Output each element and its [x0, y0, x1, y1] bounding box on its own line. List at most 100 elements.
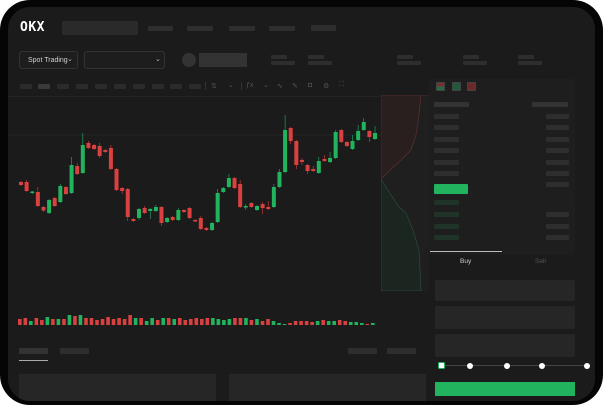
- candle-type-icon[interactable]: ⇅: [211, 83, 217, 90]
- volume-bar: [166, 318, 171, 325]
- timeframe-button[interactable]: [114, 84, 126, 89]
- timeframe-button[interactable]: [133, 84, 145, 89]
- candle-body: [97, 146, 102, 156]
- orderbook-asks-view-button[interactable]: [467, 82, 476, 91]
- search-bar-placeholder[interactable]: [62, 21, 138, 35]
- candle-body: [226, 178, 231, 187]
- candle: [339, 129, 344, 143]
- candle-body: [344, 142, 349, 146]
- tab-sell[interactable]: Sell: [535, 258, 546, 265]
- chevron-down-icon[interactable]: ⌄: [228, 82, 234, 89]
- volume-bar: [288, 323, 292, 325]
- timeframe-button[interactable]: [189, 84, 201, 89]
- total-input[interactable]: [435, 334, 575, 357]
- nav-item[interactable]: [311, 25, 336, 31]
- ask-price: [434, 137, 459, 142]
- nav-item[interactable]: [148, 26, 173, 31]
- candle-body: [142, 208, 147, 213]
- tab-buy[interactable]: Buy: [460, 258, 472, 265]
- candle: [328, 152, 333, 163]
- trade-tab-underline: [430, 251, 502, 252]
- nav-item[interactable]: [229, 26, 255, 31]
- candle-body: [103, 150, 108, 152]
- candle: [80, 133, 85, 174]
- candle-body: [305, 165, 310, 171]
- volume-bar: [359, 323, 364, 325]
- ask-amount: [546, 148, 569, 153]
- candle: [367, 130, 372, 142]
- candle: [294, 140, 299, 169]
- candle: [322, 155, 327, 162]
- candle-body: [215, 193, 220, 222]
- chevron-down-icon[interactable]: ⌄: [263, 82, 269, 89]
- slider-stop-25[interactable]: [467, 362, 473, 369]
- volume-bar: [133, 318, 138, 325]
- slider-stop-100[interactable]: [584, 362, 590, 369]
- slider-stop-50[interactable]: [504, 362, 510, 369]
- filter-button[interactable]: [348, 348, 377, 354]
- tab-open-orders[interactable]: [19, 348, 48, 354]
- slider-stop-75[interactable]: [539, 362, 545, 369]
- volume-bar: [200, 319, 204, 325]
- candle: [204, 227, 209, 231]
- pair-selector-dropdown[interactable]: ⌄: [84, 51, 165, 69]
- okx-logo[interactable]: OKX: [20, 20, 45, 35]
- nav-item[interactable]: [269, 26, 295, 31]
- timeframe-button[interactable]: [170, 84, 182, 89]
- volume-bar: [111, 319, 116, 325]
- stat-label: [271, 55, 287, 59]
- ask-amount: [546, 182, 569, 187]
- timeframe-button[interactable]: [152, 84, 164, 89]
- timeframe-button[interactable]: [76, 84, 88, 89]
- filter-button[interactable]: [387, 348, 416, 354]
- candle-body: [176, 210, 181, 220]
- nav-item[interactable]: [187, 26, 213, 31]
- slider-handle[interactable]: [438, 362, 445, 369]
- volume-bar: [332, 321, 336, 325]
- volume-bar: [144, 321, 149, 325]
- volume-bar: [304, 321, 309, 325]
- candlestick-chart[interactable]: [8, 97, 428, 337]
- candle: [120, 187, 125, 194]
- amount-input[interactable]: [435, 306, 575, 329]
- candle-body: [41, 207, 46, 211]
- camera-icon[interactable]: ◘: [308, 82, 313, 89]
- bid-price: [434, 235, 459, 240]
- volume-bar: [343, 321, 348, 325]
- candle: [148, 208, 153, 219]
- amount-slider[interactable]: [438, 362, 590, 369]
- stat-label: [308, 55, 324, 59]
- candle-body: [373, 133, 377, 139]
- settings-icon[interactable]: ⚙: [323, 83, 330, 90]
- pencil-icon[interactable]: ✎: [292, 83, 298, 90]
- candle: [226, 174, 231, 188]
- orderbook-bids-view-button[interactable]: [452, 82, 461, 91]
- ask-amount: [546, 137, 569, 142]
- orderbook-both-view-button[interactable]: [436, 82, 445, 91]
- line-tool-icon[interactable]: ∿: [277, 83, 283, 90]
- candle-body: [24, 182, 29, 191]
- candle-body: [131, 219, 136, 221]
- fullscreen-icon[interactable]: ⛶: [339, 81, 344, 88]
- volume-bar: [183, 320, 188, 325]
- candle-body: [86, 143, 91, 148]
- timeframe-button[interactable]: [57, 84, 69, 89]
- candle-body: [288, 128, 293, 141]
- price-input[interactable]: [435, 280, 575, 301]
- candle-body: [361, 122, 366, 130]
- trade-mode-dropdown[interactable]: Spot Trading ⌄: [19, 51, 78, 69]
- coin-icon: [182, 53, 196, 67]
- timeframe-button[interactable]: [95, 84, 107, 89]
- candle-body: [108, 148, 113, 169]
- candle-body: [260, 204, 265, 208]
- volume-bar: [205, 318, 210, 325]
- candle-body: [238, 184, 243, 207]
- volume-bar: [188, 319, 193, 325]
- indicator-icon[interactable]: ƒx: [246, 82, 254, 89]
- buy-button[interactable]: [435, 382, 575, 396]
- timeframe-button[interactable]: [20, 84, 32, 89]
- timeframe-button[interactable]: [38, 84, 50, 89]
- tab-order-history[interactable]: [60, 348, 89, 354]
- volume-bar: [177, 318, 182, 325]
